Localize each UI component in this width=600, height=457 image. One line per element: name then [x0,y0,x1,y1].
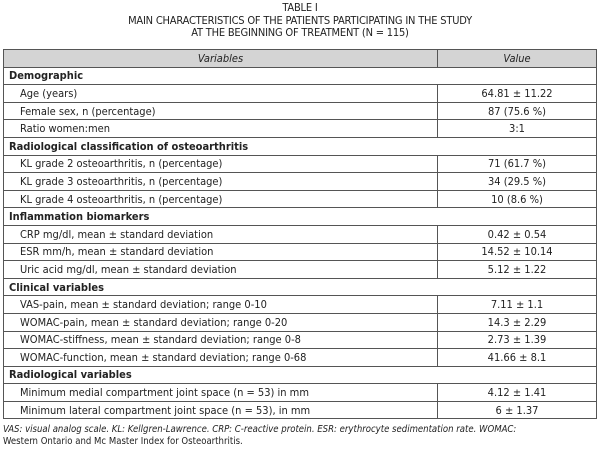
table-row: Female sex, n (percentage) 87 (75.6 %) [3,101,597,121]
variable-cell: WOMAC-stiffness, mean ± standard deviati… [3,330,438,350]
table-row: Ratio women:men 3:1 [3,119,597,138]
value-cell: 2.73 ± 1.39 [437,330,597,350]
header-row: Variables Value [3,49,597,68]
value-cell: 5.12 ± 1.22 [437,260,597,279]
variable-cell: Ratio women:men [3,119,438,138]
table-row: Minimum medial compartment joint space (… [3,383,597,402]
variable-cell: Age (years) [3,84,438,103]
variable-cell: WOMAC-pain, mean ± standard deviation; r… [3,312,438,332]
value-cell: 14.52 ± 10.14 [437,242,597,262]
section-row: Inflammation biomarkers [3,207,597,226]
table-row: WOMAC-stiffness, mean ± standard deviati… [3,330,597,350]
variable-cell: Minimum lateral compartment joint space … [3,400,438,420]
characteristics-table: Variables Value Demographic Age (years) 64… [3,49,597,420]
section-row: Demographic [3,66,597,86]
section-heading: Demographic [3,66,597,86]
variable-cell: KL grade 3 osteoarthritis, n (percentage… [3,172,438,191]
value-cell: 87 (75.6 %) [437,101,597,121]
variable-cell: CRP mg/dl, mean ± standard deviation [3,224,438,244]
section-heading: Radiological classification of osteoarth… [3,136,597,156]
table-row: VAS-pain, mean ± standard deviation; ran… [3,295,597,314]
value-cell: 64.81 ± 11.22 [437,84,597,103]
table-row: CRP mg/dl, mean ± standard deviation 0.42… [3,224,597,244]
table-row: KL grade 2 osteoarthritis, n (percentage… [3,154,597,174]
section-row: Radiological classification of osteoarth… [3,136,597,156]
section-row: Clinical variables [3,277,597,297]
header-value: Value [437,49,597,68]
table-row: WOMAC-pain, mean ± standard deviation; r… [3,312,597,332]
value-cell: 7.11 ± 1.1 [437,295,597,314]
table-row: WOMAC-function, mean ± standard deviatio… [3,348,597,367]
footnote-continuation: Western Ontario and Mc Master Index for … [3,436,243,447]
table-row: Age (years) 64.81 ± 11.22 [3,84,597,103]
value-cell: 10 (8.6 %) [437,189,597,209]
table-row: Minimum lateral compartment joint space … [3,400,597,420]
value-cell: 41.66 ± 8.1 [437,348,597,367]
value-cell: 0.42 ± 0.54 [437,224,597,244]
table-row: Uric acid mg/dl, mean ± standard deviati… [3,260,597,279]
section-heading: Clinical variables [3,277,597,297]
section-heading: Radiological variables [3,365,597,385]
value-cell: 14.3 ± 2.29 [437,312,597,332]
variable-cell: Female sex, n (percentage) [3,101,438,121]
header-variables: Variables [3,49,438,68]
variable-cell: Uric acid mg/dl, mean ± standard deviati… [3,260,438,279]
table-caption-line1: MAIN CHARACTERISTICS OF THE PATIENTS PAR… [128,13,472,27]
variable-cell: WOMAC-function, mean ± standard deviatio… [3,348,438,367]
variable-cell: VAS-pain, mean ± standard deviation; ran… [3,295,438,314]
value-cell: 4.12 ± 1.41 [437,383,597,402]
variable-cell: KL grade 4 osteoarthritis, n (percentage… [3,189,438,209]
variable-cell: ESR mm/h, mean ± standard deviation [3,242,438,262]
value-cell: 3:1 [437,119,597,138]
section-heading: Inflammation biomarkers [3,207,597,226]
footnote-abbreviations: VAS: visual analog scale. KL: Kellgren-L… [3,424,517,435]
table-label: TABLE I [282,1,318,14]
value-cell: 6 ± 1.37 [437,400,597,420]
table-title: TABLE I MAIN CHARACTERISTICS OF THE PATI… [0,0,600,40]
table-row: ESR mm/h, mean ± standard deviation 14.52… [3,242,597,262]
variable-cell: KL grade 2 osteoarthritis, n (percentage… [3,154,438,174]
variable-cell: Minimum medial compartment joint space (… [3,383,438,402]
footnote: VAS: visual analog scale. KL: Kellgren-L… [3,424,597,448]
table-row: KL grade 3 osteoarthritis, n (percentage… [3,172,597,191]
value-cell: 71 (61.7 %) [437,154,597,174]
table-row: KL grade 4 osteoarthritis, n (percentage… [3,189,597,209]
value-cell: 34 (29.5 %) [437,172,597,191]
section-row: Radiological variables [3,365,597,385]
table-caption-line2: AT THE BEGINNING OF TREATMENT (N = 115) [191,26,409,39]
